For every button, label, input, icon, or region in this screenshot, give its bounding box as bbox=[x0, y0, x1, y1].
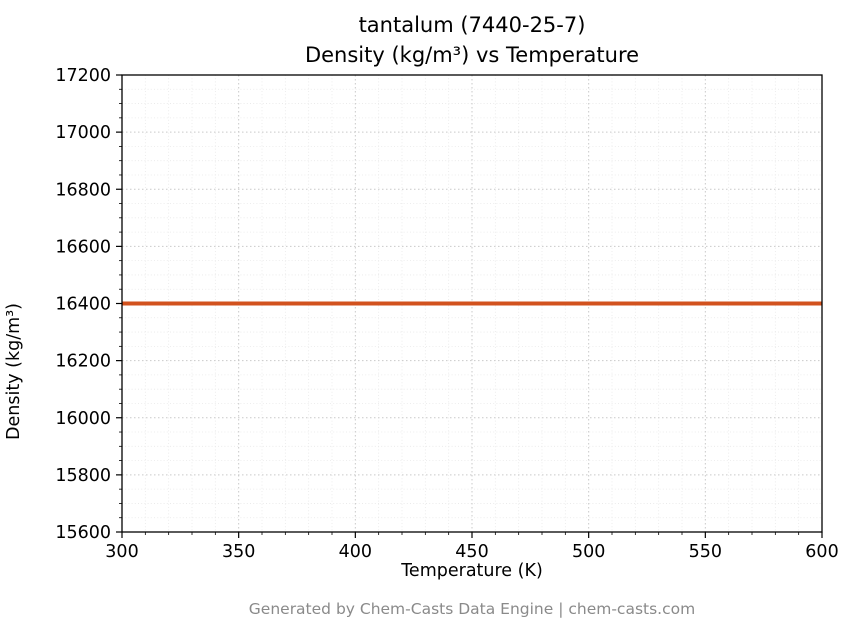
y-axis-label-text: Density (kg/m³) bbox=[4, 302, 24, 440]
chart-title: tantalum (7440-25-7) Density (kg/m³) vs … bbox=[122, 10, 822, 71]
svg-text:600: 600 bbox=[805, 542, 838, 562]
svg-text:450: 450 bbox=[455, 542, 488, 562]
svg-text:300: 300 bbox=[105, 542, 138, 562]
svg-text:500: 500 bbox=[572, 542, 605, 562]
svg-text:15800: 15800 bbox=[55, 466, 111, 486]
svg-text:16000: 16000 bbox=[55, 409, 111, 429]
svg-text:16400: 16400 bbox=[55, 295, 111, 315]
svg-text:17200: 17200 bbox=[55, 66, 111, 86]
chart-title-line2: Density (kg/m³) vs Temperature bbox=[304, 43, 640, 68]
svg-text:16800: 16800 bbox=[55, 180, 111, 200]
svg-text:550: 550 bbox=[689, 542, 722, 562]
svg-text:16600: 16600 bbox=[55, 237, 111, 257]
chart-title-line1: tantalum (7440-25-7) bbox=[358, 13, 586, 37]
footer-credit: Generated by Chem-Casts Data Engine | ch… bbox=[248, 600, 696, 618]
svg-text:16200: 16200 bbox=[55, 352, 111, 372]
svg-text:15600: 15600 bbox=[55, 523, 111, 543]
svg-text:400: 400 bbox=[339, 542, 372, 562]
svg-text:17000: 17000 bbox=[55, 123, 111, 143]
svg-text:350: 350 bbox=[222, 542, 255, 562]
x-axis-label: Temperature (K) bbox=[401, 561, 543, 581]
